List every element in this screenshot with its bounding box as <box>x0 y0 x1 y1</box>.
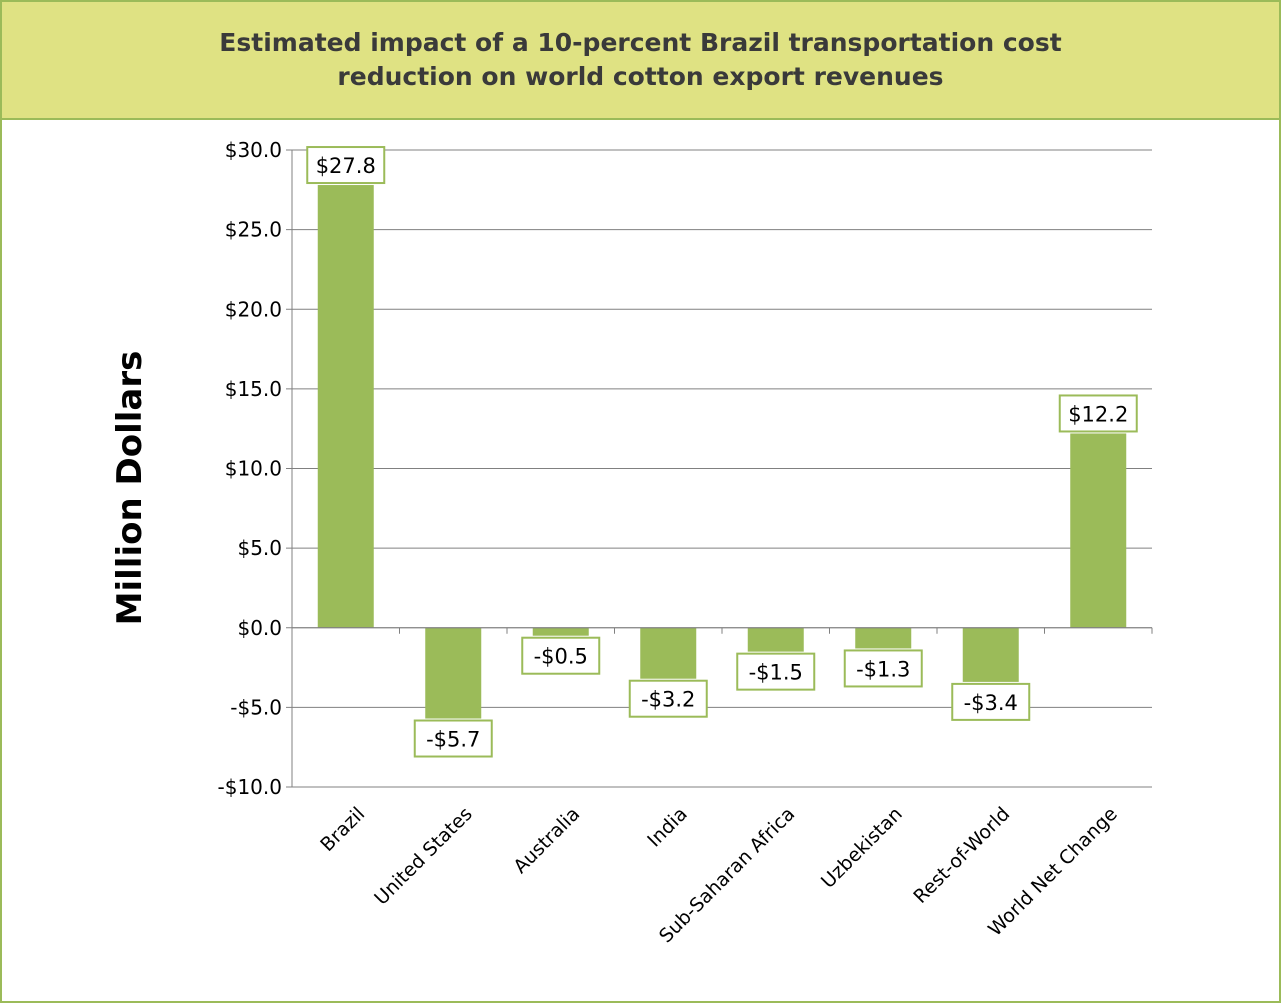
bar-rest-of-world <box>962 627 1019 682</box>
bar-australia <box>532 627 589 636</box>
category-label: Brazil <box>316 803 369 856</box>
data-label: $27.8 <box>306 146 386 185</box>
data-label-box <box>1058 394 1138 433</box>
bar-uzbekistan <box>855 627 912 649</box>
data-label-text: -$3.4 <box>964 691 1018 715</box>
data-label-text: -$0.5 <box>534 645 588 669</box>
data-label-text: -$1.5 <box>749 661 803 685</box>
gridlines <box>286 149 1152 788</box>
data-label-box <box>628 679 708 718</box>
data-label: -$3.4 <box>951 682 1031 721</box>
category-label: Uzbekistan <box>817 803 907 893</box>
y-tick-label: $30.0 <box>225 138 282 162</box>
data-label-box <box>306 146 386 185</box>
category-label: United States <box>370 803 477 910</box>
zero-axis <box>291 627 1153 634</box>
data-label: -$0.5 <box>521 636 601 675</box>
y-tick-labels: $30.0 $25.0 $20.0 $15.0 $10.0 $5.0 $0.0 -$5.0 -$… <box>218 138 282 799</box>
data-label: -$5.7 <box>413 719 493 758</box>
y-tick-label: $10.0 <box>225 457 282 481</box>
category-label: Australia <box>509 803 584 878</box>
data-label-text: $27.8 <box>316 154 376 178</box>
category-label: India <box>643 803 692 852</box>
y-tick-label: -$10.0 <box>218 775 282 799</box>
data-label: $12.2 <box>1058 394 1138 433</box>
bars <box>317 185 1127 719</box>
data-label: -$1.5 <box>736 652 816 691</box>
data-label-box <box>521 636 601 675</box>
category-labels: Brazil United States Australia IndiaSub-Sah… <box>316 803 1122 947</box>
bar-brazil <box>317 185 374 628</box>
bar-united-states <box>425 627 482 719</box>
data-label-text: $12.2 <box>1068 402 1128 426</box>
data-labels: $27.8 -$5.7 -$0.5 -$3.2 -$1.5 -$1.3 -$3.4 $12.2 <box>306 146 1138 758</box>
data-label-box <box>843 649 923 688</box>
data-label-box <box>736 652 816 691</box>
y-tick-label: $20.0 <box>225 297 282 321</box>
category-label: Rest-of-World <box>909 803 1014 908</box>
data-label-box <box>413 719 493 758</box>
y-tick-label: $5.0 <box>237 536 282 560</box>
chart-title: Estimated impact of a 10-percent Brazil … <box>219 28 1062 91</box>
bar-sub-saharan-africa <box>747 627 804 652</box>
y-tick-label: -$5.0 <box>230 695 282 719</box>
bar-india <box>640 627 697 679</box>
y-tick-label: $25.0 <box>225 218 282 242</box>
data-label: -$1.3 <box>843 649 923 688</box>
y-tick-label: $0.0 <box>237 616 282 640</box>
data-label-box <box>951 682 1031 721</box>
chart-title-bar: Estimated impact of a 10-percent Brazil … <box>2 2 1279 120</box>
data-label-text: -$3.2 <box>641 688 695 712</box>
data-label-text: -$5.7 <box>426 728 480 752</box>
data-label-text: -$1.3 <box>856 657 910 681</box>
y-tick-label: $15.0 <box>225 377 282 401</box>
bar-world-net-change <box>1070 433 1127 628</box>
data-label: -$3.2 <box>628 679 708 718</box>
